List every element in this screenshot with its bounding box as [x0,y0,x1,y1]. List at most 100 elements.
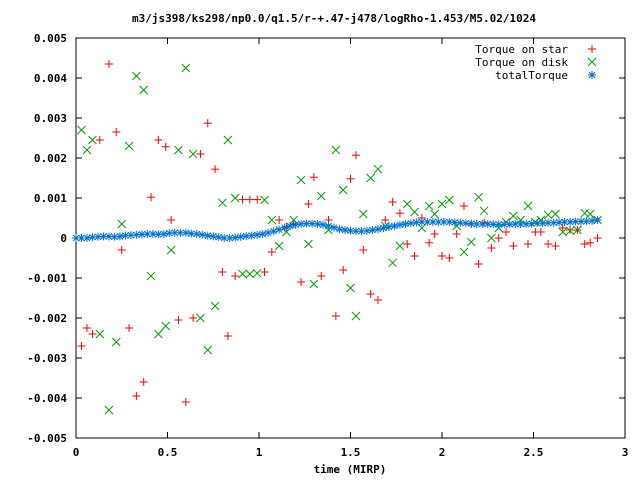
data-point [555,218,564,227]
data-point [139,85,149,95]
data-point [132,71,141,81]
data-point [192,230,201,238]
data-point [478,220,487,228]
data-point [452,230,461,238]
data-point [316,191,326,201]
data-point [402,199,412,209]
data-point [132,230,141,239]
data-point [88,330,97,338]
data-point [331,145,341,155]
x-tick-label: 1 [256,446,263,459]
data-point [549,218,558,227]
data-point [509,211,518,221]
data-point [580,240,589,248]
data-point [566,226,575,234]
data-point [210,301,220,311]
data-point [373,225,382,234]
data-point [428,218,437,226]
data-point [368,226,377,234]
x-tick-label: 0 [73,446,80,459]
data-point [154,136,163,144]
data-point [335,225,344,234]
data-point [390,222,399,230]
data-point [236,232,245,241]
data-point [358,209,368,219]
data-point [242,232,251,240]
data-point [483,220,492,228]
data-point [401,220,410,228]
data-point [230,193,240,203]
data-point [459,202,468,210]
data-point [198,230,207,239]
data-point [366,290,375,298]
data-point [438,252,446,260]
axis-ticks: 0 0.5 1 1.5 2 2.5 3 -0.005 -0.004 -0.003 -0.002 -0.… [27,32,628,459]
data-point [146,271,156,281]
data-point [181,63,191,73]
data-point [410,207,419,217]
data-point [132,392,141,400]
data-point [253,195,262,204]
data-point [196,313,205,323]
data-point [231,233,240,242]
y-tick-label: 0 [60,232,67,245]
legend-label: Torque on star [475,43,568,56]
data-point [346,283,355,293]
data-point [264,228,273,237]
data-point [588,216,597,225]
data-point [296,175,306,185]
data-point [494,234,503,242]
data-point [430,209,440,219]
series-3 [72,216,602,242]
data-point [209,232,218,241]
data-point [388,258,397,268]
data-point [373,296,382,304]
y-tick-label: -0.004 [27,392,67,405]
data-point [487,233,496,243]
y-tick-label: 0.004 [34,72,67,85]
data-point [558,224,567,232]
data-point [527,219,536,228]
y-tick-label: -0.005 [27,432,67,445]
data-point [362,226,371,235]
data-point [359,246,368,254]
data-point [161,321,171,331]
data-point [148,230,157,238]
x-tick-label: 2.5 [524,446,544,459]
data-point [77,342,86,350]
data-point [474,192,483,202]
data-point [203,119,212,128]
data-point [424,201,434,211]
data-point [479,206,489,216]
data-point [159,230,168,238]
data-point [445,254,454,262]
data-point [593,216,602,224]
data-point [487,244,496,252]
data-point [174,316,183,324]
data-marks [72,60,602,415]
data-point [88,135,97,145]
data-point [317,272,326,280]
data-point [153,329,163,339]
data-point [351,151,360,160]
data-point [258,230,267,238]
data-point [181,398,190,406]
data-point [551,209,560,219]
data-point [406,219,415,228]
data-point [324,222,333,230]
data-point [302,219,311,228]
data-point [82,145,92,155]
data-point [289,215,299,225]
data-point [425,238,434,247]
data-point [410,252,419,260]
data-point [466,237,476,247]
data-point [223,135,233,145]
data-point [203,231,212,240]
data-point [351,227,360,236]
data-point [585,209,595,219]
data-point [395,209,404,218]
data-point [339,266,348,274]
data-point [82,324,91,332]
data-point [167,216,176,224]
